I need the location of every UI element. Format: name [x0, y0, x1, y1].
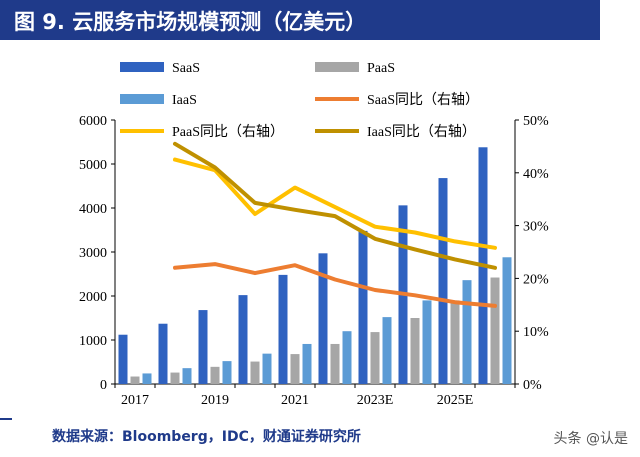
line-series-2 — [173, 141, 497, 270]
bar-saas — [358, 230, 368, 384]
bar-paas — [130, 376, 140, 384]
bar-saas — [318, 253, 328, 384]
legend-label: IaaS同比（右轴） — [367, 124, 476, 140]
bar-paas — [250, 361, 260, 384]
bar-iaas — [342, 331, 352, 384]
bar-paas — [210, 366, 220, 384]
bar-iaas — [382, 317, 392, 384]
data-source: 数据来源：Bloomberg，IDC，财通证券研究所 — [52, 429, 361, 445]
bar-iaas — [302, 343, 312, 384]
y-left-tick-label: 4000 — [79, 202, 107, 217]
bar-paas — [410, 318, 420, 384]
legend-swatch — [120, 94, 164, 104]
line-series-1 — [173, 157, 497, 250]
y-right-tick-label: 10% — [523, 325, 549, 340]
y-left-tick-label: 1000 — [79, 334, 107, 349]
bar-saas — [198, 310, 208, 384]
bar-iaas — [222, 361, 232, 384]
bar-saas — [158, 323, 168, 384]
x-tick-label: 2025E — [437, 393, 474, 408]
bar-paas — [290, 354, 300, 384]
watermark: 头条 @认是 — [553, 431, 628, 447]
y-right-tick-label: 40% — [523, 167, 549, 182]
y-left-tick-label: 3000 — [79, 246, 107, 261]
bar-paas — [490, 277, 500, 384]
x-tick-label: 2019 — [201, 393, 229, 408]
bar-paas — [330, 343, 340, 384]
line-series-0 — [173, 262, 497, 308]
x-tick-label: 2021 — [281, 393, 309, 408]
y-right-tick-label: 20% — [523, 272, 549, 287]
y-left-tick-label: 2000 — [79, 290, 107, 305]
bar-paas — [370, 332, 380, 384]
bar-iaas — [502, 257, 512, 384]
x-tick-label: 2023E — [357, 393, 394, 408]
bar-saas — [278, 274, 288, 384]
y-right-tick-label: 30% — [523, 220, 549, 235]
page-title: 图 9. 云服务市场规模预测（亿美元） — [14, 10, 367, 34]
bar-iaas — [182, 368, 192, 384]
x-tick-label: 2017 — [121, 393, 149, 408]
legend-label: PaaS同比（右轴） — [172, 124, 284, 140]
legend-label: IaaS — [172, 93, 197, 108]
y-left-tick-label: 0 — [100, 378, 107, 393]
bar-iaas — [142, 373, 152, 384]
bar-saas — [438, 178, 448, 384]
y-left-tick-label: 6000 — [79, 114, 107, 129]
legend-label: SaaS同比（右轴） — [367, 92, 479, 108]
bar-saas — [118, 334, 128, 384]
title-bar: 图 9. 云服务市场规模预测（亿美元） — [0, 0, 600, 40]
bar-paas — [450, 300, 460, 384]
y-left-tick-label: 5000 — [79, 158, 107, 173]
bar-saas — [238, 295, 248, 384]
left-accent-mark — [0, 418, 12, 420]
y-right-tick-label: 0% — [523, 378, 542, 393]
bar-iaas — [262, 353, 272, 384]
bar-iaas — [462, 280, 472, 384]
bar-paas — [170, 372, 180, 384]
market-size-chart: 0 1000 2000 3000 4000 5000 6000 0% 10% 20% 30% 40% 5… — [79, 61, 549, 408]
bar-iaas — [422, 300, 432, 384]
y-right-tick-label: 50% — [523, 114, 549, 129]
legend-label: PaaS — [367, 61, 395, 76]
legend-label: SaaS — [172, 61, 200, 76]
legend-swatch — [120, 62, 164, 72]
legend-swatch — [315, 62, 359, 72]
